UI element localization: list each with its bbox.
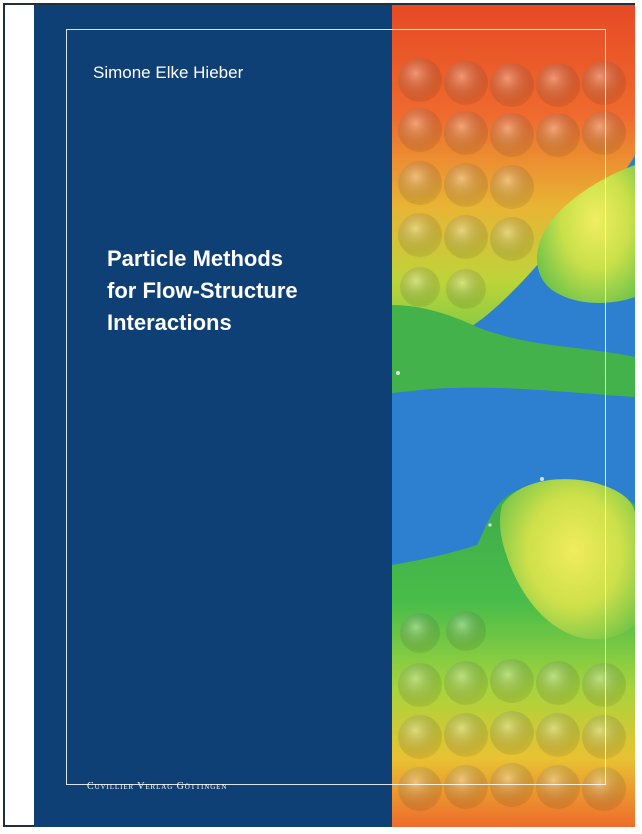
publisher-name: Cuvillier Verlag Göttingen bbox=[87, 781, 228, 792]
book-title-line-2: for Flow-Structure bbox=[107, 278, 298, 303]
simulation-image bbox=[392, 5, 635, 827]
blue-title-panel bbox=[34, 5, 392, 827]
book-cover: Simone Elke Hieber Particle Methods for … bbox=[34, 5, 635, 827]
particle-simulation-artwork bbox=[392, 5, 635, 827]
author-name: Simone Elke Hieber bbox=[93, 63, 244, 82]
book-title-line-1: Particle Methods bbox=[107, 246, 284, 271]
book-title-line-3: Interactions bbox=[107, 310, 232, 335]
book-title: Particle Methods for Flow-Structure Inte… bbox=[107, 243, 377, 339]
